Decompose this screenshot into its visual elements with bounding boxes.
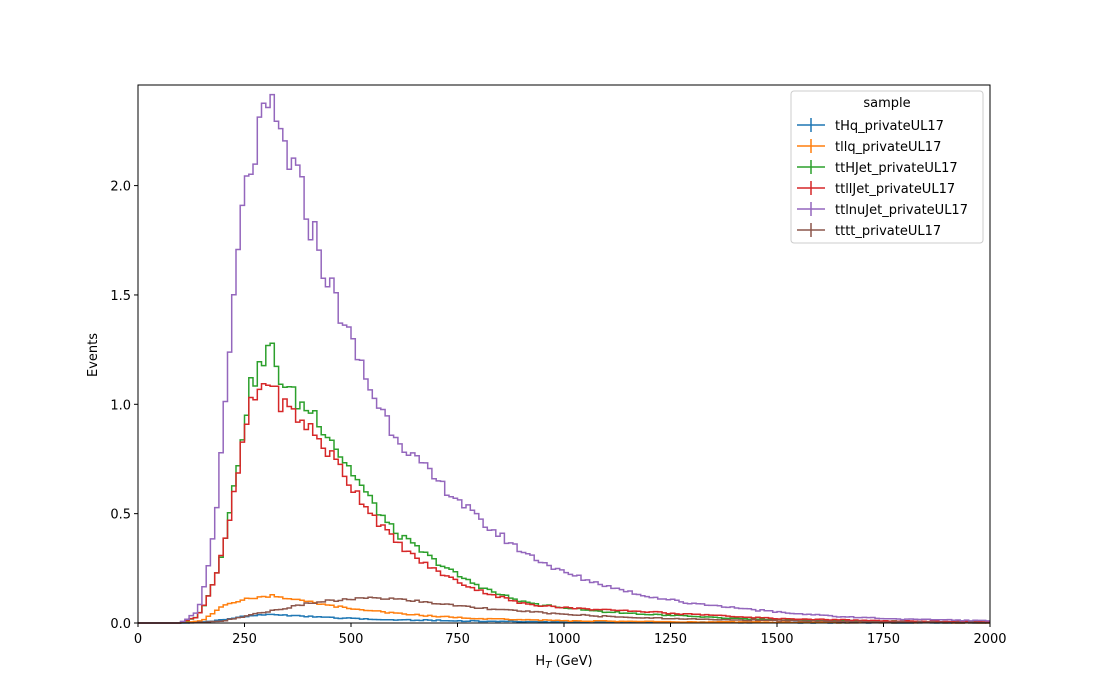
- x-tick-label: 250: [232, 632, 257, 647]
- legend-items: tHq_privateUL17 tllq_privateUL17 ttHJet_pr…: [797, 118, 968, 239]
- legend-label-ttHJet_privateUL17: ttHJet_privateUL17: [835, 161, 958, 176]
- legend-label-tHq_privateUL17: tHq_privateUL17: [835, 119, 944, 134]
- x-tick-label: 0: [134, 632, 142, 647]
- legend-label-ttlnuJet_privateUL17: ttlnuJet_privateUL17: [835, 203, 968, 218]
- legend-title: sample: [863, 96, 910, 111]
- x-axis-label-main: H: [535, 654, 545, 669]
- series-line-tttt_privateUL17: [138, 596, 990, 624]
- x-tick-label: 750: [445, 632, 470, 647]
- y-tick-label: 2.0: [110, 180, 131, 195]
- x-axis-label-subscript: T: [545, 660, 552, 671]
- x-tick-label: 1000: [547, 632, 580, 647]
- plot-marks: [138, 93, 990, 624]
- x-tick-label: 1500: [760, 632, 793, 647]
- x-tick-label: 500: [339, 632, 364, 647]
- x-tick-label: 1750: [867, 632, 900, 647]
- x-axis-label-unit: (GeV): [551, 654, 592, 669]
- x-axis-label: HT (GeV): [535, 654, 592, 671]
- y-tick-label: 1.5: [110, 289, 131, 304]
- x-tick-label: 1250: [654, 632, 687, 647]
- y-tick-label: 0.5: [110, 508, 131, 523]
- series-line-ttllJet_privateUL17: [138, 383, 990, 624]
- y-tick-label: 1.0: [110, 398, 131, 413]
- legend: sample tHq_privateUL17 tllq_privateUL17tt…: [790, 90, 984, 244]
- legend-label-tttt_privateUL17: tttt_privateUL17: [835, 224, 941, 239]
- legend-label-tllq_privateUL17: tllq_privateUL17: [835, 140, 941, 155]
- axis-ticks: 0 250 500 750 1000 1250 1500 1750 2000 0.0 0.5 1.0 1…: [110, 180, 1006, 647]
- y-tick-label: 0.0: [110, 617, 131, 632]
- legend-box: [790, 90, 984, 244]
- legend-label-ttllJet_privateUL17: ttllJet_privateUL17: [835, 182, 955, 197]
- series-line-ttlnuJet_privateUL17: [138, 93, 990, 624]
- x-tick-label: 2000: [973, 632, 1006, 647]
- y-axis-label: Events: [86, 333, 101, 377]
